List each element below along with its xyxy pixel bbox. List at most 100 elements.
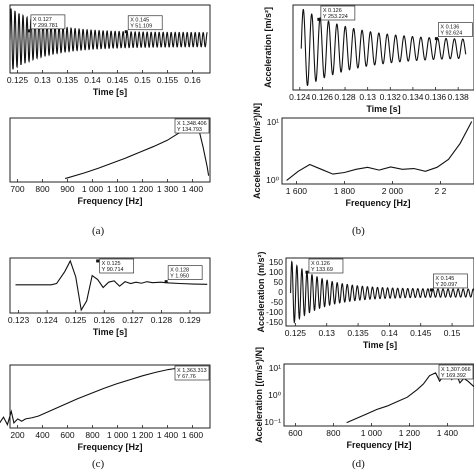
x-tick-label: 1 200 (132, 184, 154, 194)
b-time-svg: 0.124 0.126 0.128 0.13 0.132 0.134 0.136 0.138 T… (263, 4, 474, 114)
datatip-text: Y 90.714 (102, 267, 124, 273)
x-tick-label: 0.135 (57, 75, 79, 85)
x-tick-label: 1 600 (286, 186, 308, 196)
datatip-box (438, 364, 474, 380)
datatip-box (99, 258, 135, 274)
datatip-marker (317, 17, 321, 21)
y-tick-label: 10⁰ (268, 390, 281, 400)
plot-frame (285, 257, 474, 327)
datatip-marker (434, 37, 438, 41)
plot-frame (281, 117, 474, 185)
plot-frame (292, 4, 474, 91)
x-tick-label: 0.135 (347, 328, 369, 338)
x-axis-label: Time [s] (363, 340, 397, 350)
x-tick-label: 0.14 (381, 328, 398, 338)
series-line (0, 367, 208, 427)
x-tick-label: 1 600 (182, 430, 204, 440)
series-line (15, 259, 208, 312)
caption-c: (c) (92, 458, 105, 470)
y-tick-label: -50 (271, 297, 284, 307)
x-tick-label: 900 (60, 184, 74, 194)
x-tick-label: 0.128 (151, 315, 173, 325)
x-tick-label: 400 (35, 430, 49, 440)
plot-frame (9, 117, 211, 183)
y-axis-label: Acceleration [(m/s²)/N] (254, 347, 264, 443)
x-tick-label: 0.145 (107, 75, 129, 85)
datatip-text: Y 169.392 (441, 373, 466, 379)
x-tick-label: 0.145 (410, 328, 432, 338)
plot-frame (9, 364, 211, 429)
datatip-text: Y 20.097 (435, 282, 457, 288)
x-axis-label: Frequency [Hz] (77, 196, 142, 206)
chart-d-freq: 600 800 1 000 1 200 1 400 10¹ 10⁰ 10⁻¹ Frequency… (230, 347, 474, 454)
x-tick-label: 2 000 (382, 186, 404, 196)
x-tick-label: 1 300 (157, 184, 179, 194)
a-freq-svg: 700 800 900 1 000 1 100 1 200 1 300 1 400 Freque… (9, 117, 211, 206)
y-axis-label: Acceleration (m/s²) (256, 251, 266, 332)
datatip-text: Y 133.69 (311, 267, 333, 273)
x-tick-label: 0.127 (122, 315, 144, 325)
c-time-svg: 0.123 0.124 0.125 0.126 0.127 0.128 0.129 Time … (8, 257, 211, 337)
datatip-text: X 0.126 (323, 8, 342, 14)
x-axis-label: Time [s] (93, 327, 127, 337)
x-tick-label: 800 (35, 184, 49, 194)
x-tick-label: 200 (10, 430, 24, 440)
b-freq-svg: 1 600 1 800 2 000 2 2 10¹ 10⁰ Frequency [Hz] Ac… (252, 103, 474, 208)
y-tick-label: -100 (266, 307, 283, 317)
datatip-marker (124, 30, 128, 34)
datatip-box (127, 15, 163, 31)
datatip-marker (164, 280, 168, 284)
x-tick-label: 1 200 (399, 428, 421, 438)
x-tick-label: 0.13 (34, 75, 51, 85)
plot-frame (283, 363, 474, 427)
y-tick-label: 0 (278, 287, 283, 297)
chart-a-freq: 700 800 900 1 000 1 100 1 200 1 300 1 400 Freque… (0, 108, 211, 218)
x-tick-label: 1 400 (437, 428, 459, 438)
datatip-text: Y 92.624 (440, 31, 462, 37)
datatip-text: Y 253.224 (323, 14, 348, 20)
x-tick-label: 2 2 (434, 186, 446, 196)
y-axis-label: Acceleration [m/s²] (263, 7, 273, 88)
x-tick-label: 0.124 (289, 92, 311, 102)
x-axis-label: Frequency [Hz] (346, 440, 411, 450)
datatip-text: X 0.126 (311, 261, 330, 267)
chart-c-freq: 200 400 600 800 1 000 1 200 1 400 1 600 Frequenc… (0, 356, 211, 454)
x-tick-label: 0.129 (179, 315, 201, 325)
x-tick-label: 0.138 (448, 92, 470, 102)
x-tick-label: 1 400 (182, 184, 204, 194)
y-tick-label: -150 (266, 317, 283, 327)
datatip-box (308, 258, 344, 274)
x-tick-label: 0.155 (157, 75, 179, 85)
datatip-text: X 1,348.406 (177, 121, 207, 127)
y-tick-label: 100 (269, 267, 283, 277)
datatip-text: X 0.125 (102, 261, 121, 267)
x-tick-label: 0.128 (334, 92, 356, 102)
datatip-text: Y 1.950 (170, 274, 189, 280)
datatip-marker (27, 29, 31, 33)
x-tick-label: 700 (10, 184, 24, 194)
datatip-box (30, 14, 66, 30)
x-tick-label: 600 (60, 430, 74, 440)
x-tick-label: 0.123 (8, 315, 30, 325)
chart-b-time: 0.124 0.126 0.128 0.13 0.132 0.134 0.136 0.138 T… (230, 0, 474, 118)
datatip-box (174, 365, 210, 381)
x-tick-label: 0.125 (7, 75, 29, 85)
x-tick-label: 0.126 (312, 92, 334, 102)
datatip-text: X 0.136 (440, 25, 459, 31)
d-freq-svg: 600 800 1 000 1 200 1 400 10¹ 10⁰ 10⁻¹ Frequency… (254, 347, 474, 450)
x-tick-label: 1 800 (334, 186, 356, 196)
x-tick-label: 1 200 (132, 430, 154, 440)
series-line (300, 8, 467, 87)
x-axis-label: Frequency [Hz] (345, 198, 410, 208)
x-tick-label: 600 (288, 428, 302, 438)
x-tick-label: 1 000 (107, 430, 129, 440)
datatip-text: Y 51.109 (130, 24, 152, 30)
x-tick-label: 0.14 (84, 75, 101, 85)
x-tick-label: 1 000 (82, 184, 104, 194)
x-tick-label: 0.126 (94, 315, 116, 325)
datatip-text: X 1,307.066 (441, 367, 471, 373)
chart-b-freq: 1 600 1 800 2 000 2 2 10¹ 10⁰ Frequency [Hz] Ac… (230, 103, 474, 218)
x-tick-label: 0.15 (444, 328, 461, 338)
c-freq-svg: 200 400 600 800 1 000 1 200 1 400 1 600 Frequenc… (0, 364, 211, 452)
x-tick-label: 0.132 (380, 92, 402, 102)
